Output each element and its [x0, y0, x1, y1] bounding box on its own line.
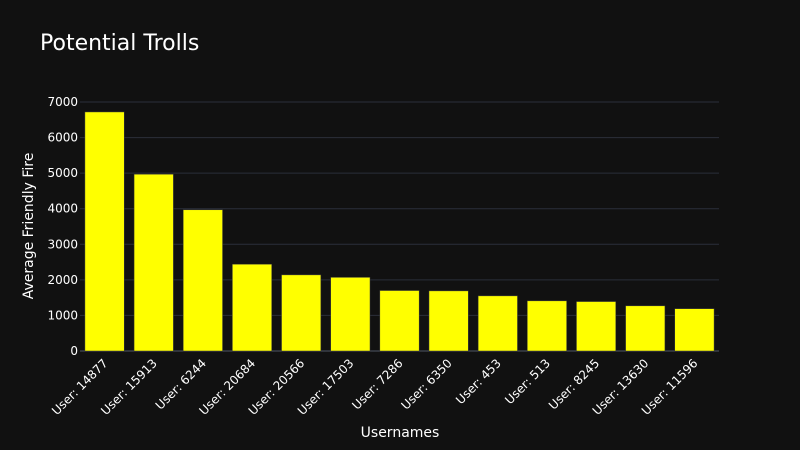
x-tick-label: User: 7286 — [349, 356, 405, 412]
bar[interactable] — [527, 300, 567, 352]
bars-layer — [84, 111, 715, 352]
x-tick-label: User: 513 — [502, 356, 553, 407]
bar[interactable] — [477, 295, 518, 352]
bar[interactable] — [625, 305, 666, 352]
bar[interactable] — [232, 263, 272, 352]
y-tick-label: 2000 — [47, 273, 78, 287]
bar[interactable] — [281, 274, 322, 352]
y-tick-label: 3000 — [47, 237, 78, 251]
bar[interactable] — [330, 277, 371, 352]
y-tick-label: 0 — [70, 344, 78, 358]
bar[interactable] — [182, 209, 223, 352]
bar[interactable] — [576, 301, 617, 352]
bar[interactable] — [133, 173, 174, 352]
y-tick-labels: 0 1000 2000 3000 4000 5000 6000 7000 — [47, 95, 78, 358]
bar[interactable] — [428, 290, 469, 352]
y-axis-title: Average Friendly Fire — [21, 153, 37, 300]
chart-title: Potential Trolls — [40, 31, 199, 56]
bar[interactable] — [84, 111, 125, 352]
x-axis-title: Usernames — [361, 425, 440, 441]
y-tick-label: 6000 — [47, 131, 78, 145]
x-tick-label: User: 6350 — [399, 356, 455, 412]
y-tick-label: 7000 — [47, 95, 78, 109]
x-tick-label: User: 453 — [453, 356, 504, 407]
bar[interactable] — [379, 290, 420, 352]
y-tick-label: 4000 — [47, 202, 78, 216]
bar[interactable] — [674, 308, 715, 352]
y-tick-label: 5000 — [47, 166, 78, 180]
y-tick-label: 1000 — [47, 308, 78, 322]
